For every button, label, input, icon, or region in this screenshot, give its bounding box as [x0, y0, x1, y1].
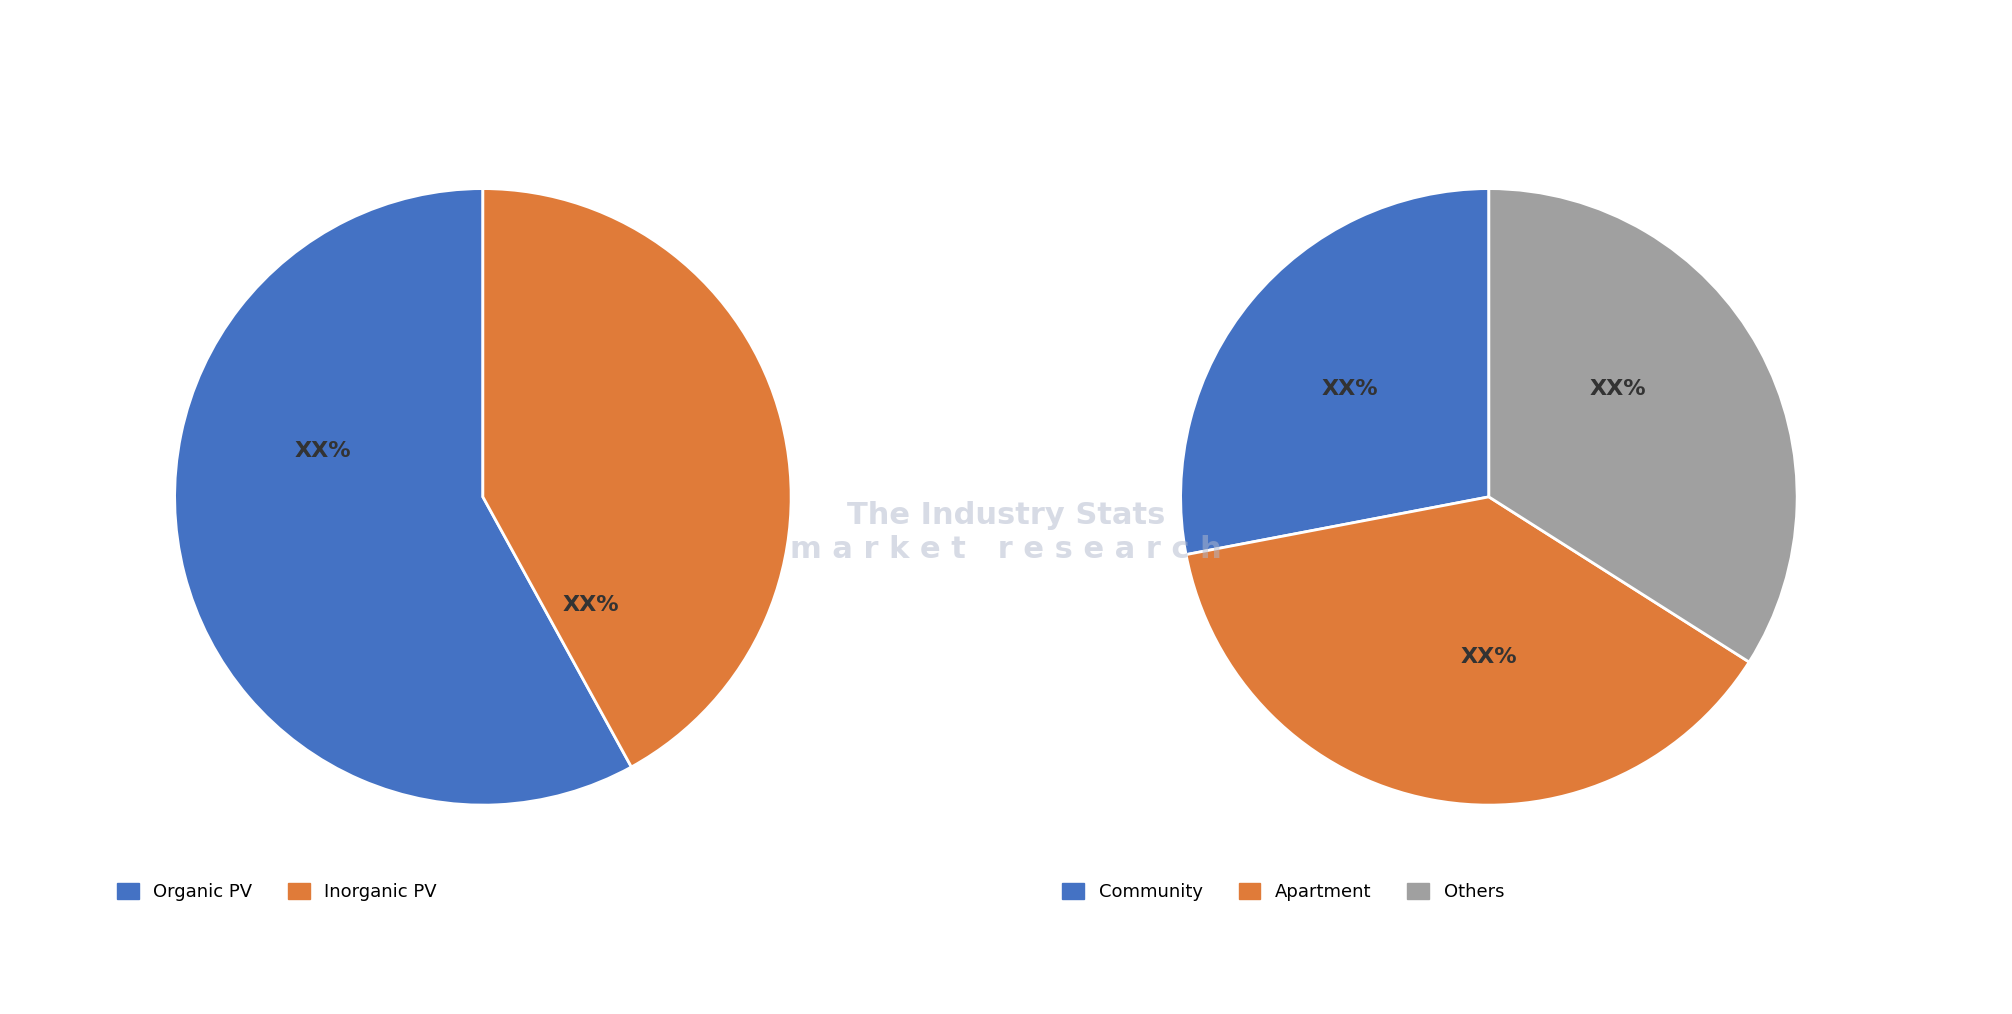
Legend: Community, Apartment, Others: Community, Apartment, Others — [1054, 876, 1511, 909]
Text: Fig. Global Residential Solar PV Systems Market Share by Product Types & Applica: Fig. Global Residential Solar PV Systems… — [24, 33, 1179, 58]
Text: XX%: XX% — [1322, 379, 1378, 399]
Text: XX%: XX% — [1461, 647, 1517, 667]
Wedge shape — [1489, 189, 1797, 662]
Text: Source: Theindustrystats Analysis: Source: Theindustrystats Analysis — [24, 967, 344, 985]
Wedge shape — [483, 189, 791, 767]
Text: XX%: XX% — [563, 595, 620, 614]
Text: Website: www.theindustrystats.com: Website: www.theindustrystats.com — [1648, 967, 1988, 985]
Text: Email: sales@theindustrystats.com: Email: sales@theindustrystats.com — [841, 967, 1171, 985]
Wedge shape — [175, 189, 632, 805]
Text: XX%: XX% — [294, 441, 350, 460]
Text: The Industry Stats
m a r k e t   r e s e a r c h: The Industry Stats m a r k e t r e s e a… — [791, 501, 1221, 564]
Text: XX%: XX% — [1589, 379, 1646, 399]
Wedge shape — [1187, 497, 1748, 805]
Wedge shape — [1181, 189, 1489, 555]
